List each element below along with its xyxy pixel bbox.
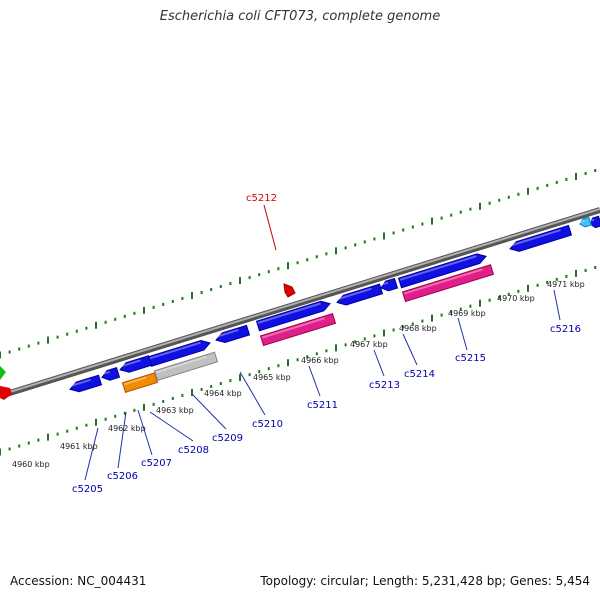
- leader-line: [308, 365, 321, 397]
- gene-c5207-arrow[interactable]: [119, 355, 153, 375]
- gene-label-c5206[interactable]: c5206: [107, 471, 138, 482]
- leader-line: [457, 317, 468, 351]
- kbp-label-4965: 4965 kbp: [253, 373, 291, 382]
- label-leaders: [84, 204, 561, 481]
- gene-label-c5215[interactable]: c5215: [455, 353, 486, 364]
- kbp-label-4967: 4967 kbp: [350, 340, 388, 349]
- gene-cyan-feature[interactable]: [579, 216, 592, 228]
- leader-line: [373, 349, 385, 377]
- gene-c5209-arrow[interactable]: [215, 324, 251, 344]
- leader-line: [117, 411, 127, 469]
- kbp-label-4969: 4969 kbp: [448, 309, 486, 318]
- leader-line: [84, 427, 99, 481]
- kbp-label-4968: 4968 kbp: [399, 324, 437, 333]
- gene-c5213-arrow[interactable]: [336, 283, 384, 307]
- gene-label-c5208[interactable]: c5208: [178, 445, 209, 456]
- gene-c5206-arrow[interactable]: [101, 367, 121, 383]
- leader-line: [137, 409, 153, 456]
- leader-line: [402, 333, 418, 366]
- map-title: Escherichia coli CFT073, complete genome: [159, 9, 441, 24]
- genome-backbone: [0, 207, 600, 399]
- kbp-label-4964: 4964 kbp: [204, 389, 242, 398]
- leader-line: [191, 393, 227, 430]
- gene-label-c5210[interactable]: c5210: [252, 419, 283, 430]
- gene-gray-feature[interactable]: [153, 351, 219, 382]
- gene-c5212-arrow[interactable]: [283, 283, 296, 298]
- gene-c5211-pink[interactable]: [259, 313, 337, 347]
- inner-tick-ring: [0, 265, 597, 456]
- gene-label-c5209[interactable]: c5209: [212, 433, 243, 444]
- gene-features: [0, 215, 600, 400]
- gene-orange-feature[interactable]: [121, 372, 159, 393]
- gene-c5208-arrow[interactable]: [147, 338, 212, 367]
- gene-label-c5205[interactable]: c5205: [72, 484, 103, 495]
- gene-label-c5214[interactable]: c5214: [404, 369, 435, 380]
- kbp-label-4963: 4963 kbp: [156, 406, 194, 415]
- edge-green-feature: [0, 366, 6, 380]
- leader-line: [239, 371, 266, 416]
- kbp-label-4966: 4966 kbp: [301, 356, 339, 365]
- gene-c5215-pink[interactable]: [401, 264, 495, 303]
- gene-label-c5211[interactable]: c5211: [307, 400, 338, 411]
- kbp-label-4960: 4960 kbp: [12, 460, 50, 469]
- outer-tick-ring: [0, 168, 597, 359]
- gene-label-c5212[interactable]: c5212: [246, 193, 277, 204]
- accession-text: Accession: NC_004431: [10, 574, 147, 588]
- leader-line: [553, 289, 561, 321]
- kbp-label-4961: 4961 kbp: [60, 442, 98, 451]
- kbp-label-4970: 4970 kbp: [497, 294, 535, 303]
- kbp-scale-labels: 4960 kbp 4961 kbp 4962 kbp 4963 kbp 4964…: [12, 280, 585, 469]
- gene-c5214-arrow[interactable]: [397, 252, 488, 289]
- gene-c5216-arrow[interactable]: [509, 224, 573, 254]
- gene-label-c5207[interactable]: c5207: [141, 458, 172, 469]
- kbp-label-4962: 4962 kbp: [108, 424, 146, 433]
- gene-c5210-arrow[interactable]: [255, 299, 332, 332]
- gene-c5205-arrow[interactable]: [69, 374, 103, 394]
- genome-summary-text: Topology: circular; Length: 5,231,428 bp…: [260, 574, 590, 588]
- kbp-label-4971: 4971 kbp: [547, 280, 585, 289]
- gene-label-c5213[interactable]: c5213: [369, 380, 400, 391]
- gene-label-c5216[interactable]: c5216: [550, 324, 581, 335]
- edge-red-feature: [0, 386, 12, 400]
- leader-line: [149, 411, 194, 442]
- gene-label-group: c5205 c5206 c5207 c5208 c5209 c5210 c521…: [72, 193, 581, 495]
- gene-c5213b-arrow[interactable]: [380, 277, 399, 292]
- leader-line: [263, 204, 277, 251]
